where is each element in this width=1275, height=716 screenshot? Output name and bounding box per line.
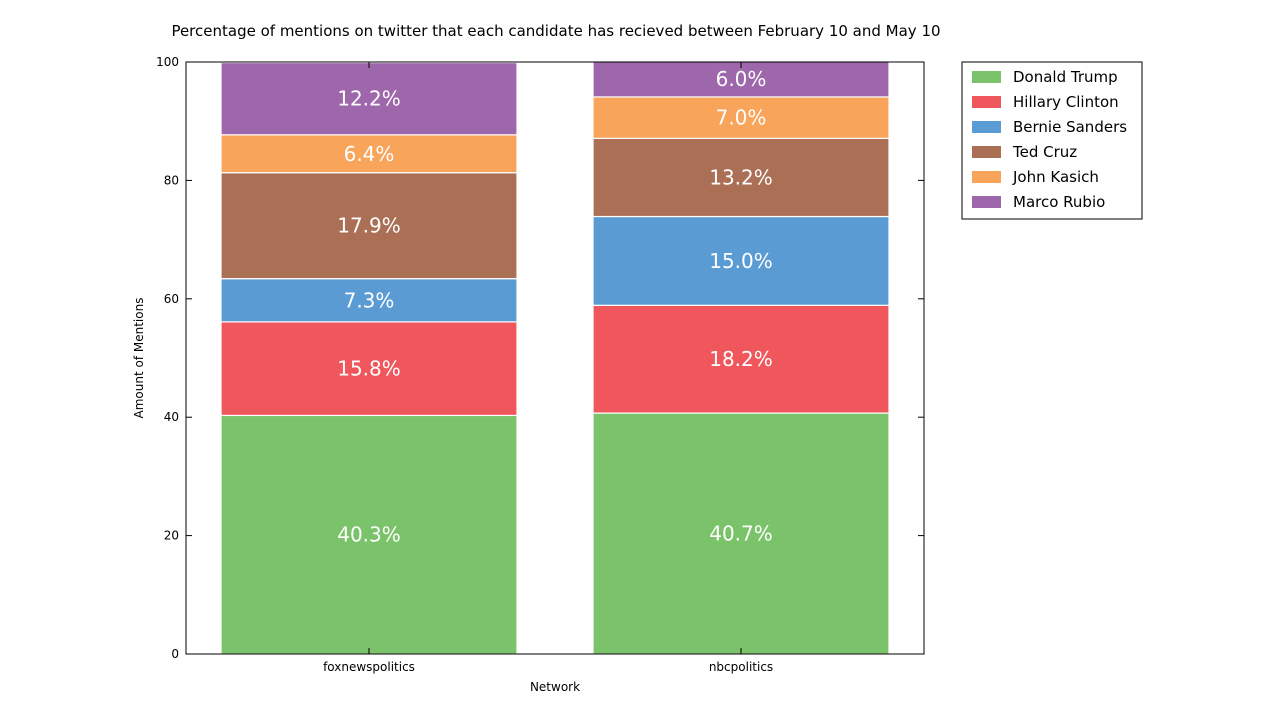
legend-label: Marco Rubio bbox=[1013, 193, 1105, 211]
bar-segment bbox=[592, 96, 890, 139]
legend-label: Donald Trump bbox=[1013, 68, 1118, 86]
legend-swatch bbox=[972, 196, 1001, 208]
legend-swatch bbox=[972, 171, 1001, 183]
legend-box bbox=[961, 61, 1143, 220]
data-label: 15.8% bbox=[337, 357, 401, 381]
y-tick-label: 20 bbox=[164, 529, 179, 543]
bar-segment bbox=[592, 215, 890, 306]
y-tick-label: 40 bbox=[164, 410, 179, 424]
legend-swatch bbox=[972, 146, 1001, 158]
data-label: 40.3% bbox=[337, 523, 401, 547]
legend-swatch bbox=[972, 96, 1001, 108]
y-tick-label: 80 bbox=[164, 173, 179, 187]
y-tick-label: 100 bbox=[156, 55, 179, 69]
legend-swatch bbox=[972, 121, 1001, 133]
bar-segment bbox=[592, 137, 890, 218]
legend-label: Bernie Sanders bbox=[1013, 118, 1127, 136]
bar-segment bbox=[220, 414, 518, 655]
data-label: 13.2% bbox=[709, 165, 773, 189]
bar-segment bbox=[220, 321, 518, 417]
y-axis-label: Amount of Mentions bbox=[132, 298, 146, 419]
data-label: 6.4% bbox=[344, 142, 395, 166]
legend-label: John Kasich bbox=[1012, 168, 1099, 186]
legend: Donald Trump Hillary Clinton Bernie Sander… bbox=[961, 61, 1143, 220]
chart-title: Percentage of mentions on twitter that e… bbox=[171, 22, 940, 40]
plot-frame bbox=[185, 61, 925, 655]
x-tick-label: nbcpolitics bbox=[709, 660, 773, 674]
data-label: 7.3% bbox=[344, 288, 395, 312]
data-label: 12.2% bbox=[337, 87, 401, 111]
legend-label: Ted Cruz bbox=[1012, 143, 1077, 161]
bar-segment bbox=[592, 412, 890, 655]
data-label: 15.0% bbox=[709, 249, 773, 273]
data-label: 18.2% bbox=[709, 347, 773, 371]
x-axis-label: Network bbox=[530, 680, 580, 694]
data-label: 6.0% bbox=[716, 67, 767, 91]
plot-area: 40.3% 15.8% 7.3% 17.9% 6.4% 12.2% 40.7% 18.2% 15… bbox=[220, 60, 890, 655]
legend-swatch bbox=[972, 71, 1001, 83]
data-label: 40.7% bbox=[709, 522, 773, 546]
bar-segment bbox=[220, 172, 518, 280]
bar-segment bbox=[592, 304, 890, 414]
bar-segment bbox=[220, 61, 518, 136]
bar-segment bbox=[220, 134, 518, 174]
legend-label: Hillary Clinton bbox=[1013, 93, 1119, 111]
y-tick-label: 60 bbox=[164, 292, 179, 306]
axes: 0 20 40 60 80 100 foxnewspolitics nbcpolitics bbox=[156, 55, 924, 674]
x-tick-label: foxnewspolitics bbox=[323, 660, 415, 674]
data-label: 17.9% bbox=[337, 214, 401, 238]
data-label: 7.0% bbox=[716, 106, 767, 130]
y-tick-label: 0 bbox=[171, 647, 179, 661]
